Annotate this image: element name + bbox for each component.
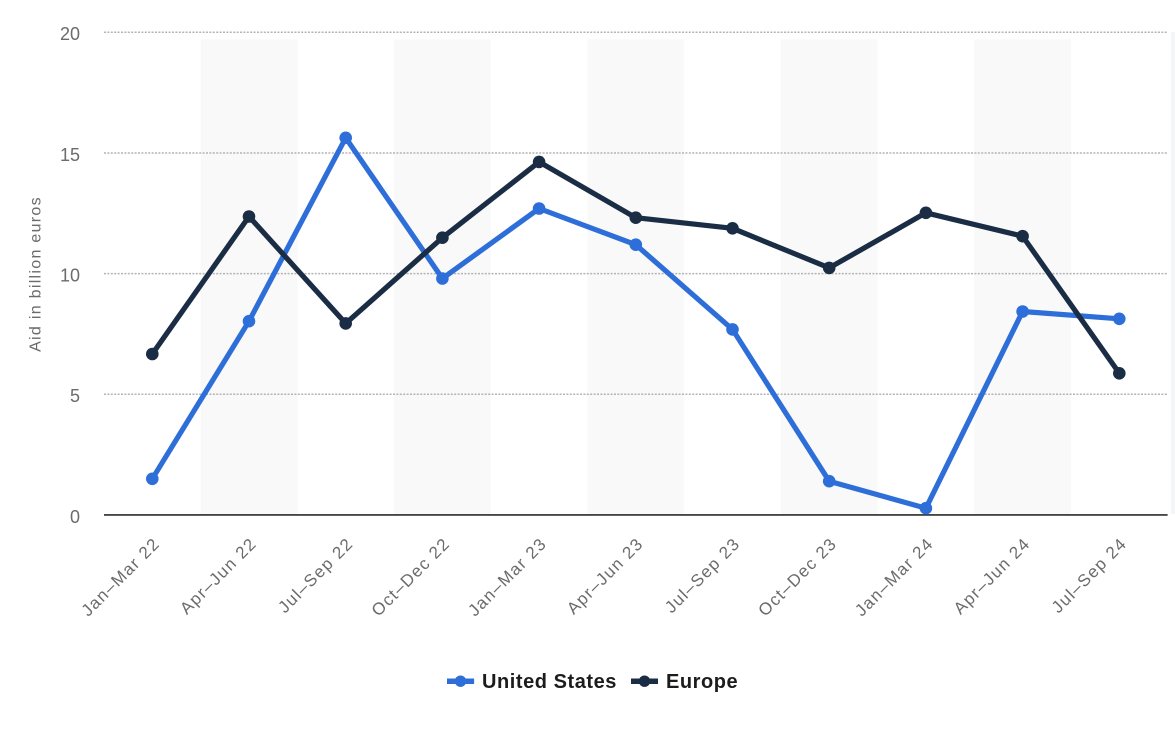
svg-text:15: 15 <box>60 145 80 165</box>
svg-text:Jul–Sep 23: Jul–Sep 23 <box>661 534 744 617</box>
svg-text:5: 5 <box>70 386 80 406</box>
svg-text:Jan–Mar 24: Jan–Mar 24 <box>851 534 937 620</box>
svg-text:Oct–Dec 22: Oct–Dec 22 <box>368 534 454 620</box>
svg-text:20: 20 <box>60 24 80 44</box>
svg-text:Jan–Mar 23: Jan–Mar 23 <box>464 534 550 620</box>
svg-text:Jan–Mar 22: Jan–Mar 22 <box>78 534 164 620</box>
svg-text:United States: United States <box>482 671 617 693</box>
svg-text:Apr–Jun 22: Apr–Jun 22 <box>176 534 260 618</box>
svg-text:Oct–Dec 23: Oct–Dec 23 <box>755 534 841 620</box>
svg-text:0: 0 <box>70 507 80 527</box>
svg-text:Aid in billion euros: Aid in billion euros <box>28 196 45 352</box>
svg-text:Apr–Jun 24: Apr–Jun 24 <box>950 534 1034 618</box>
svg-text:Europe: Europe <box>666 671 738 693</box>
svg-text:Jul–Sep 22: Jul–Sep 22 <box>274 534 357 617</box>
svg-text:10: 10 <box>60 266 80 286</box>
svg-text:Apr–Jun 23: Apr–Jun 23 <box>563 534 647 618</box>
svg-text:Jul–Sep 24: Jul–Sep 24 <box>1048 534 1131 617</box>
